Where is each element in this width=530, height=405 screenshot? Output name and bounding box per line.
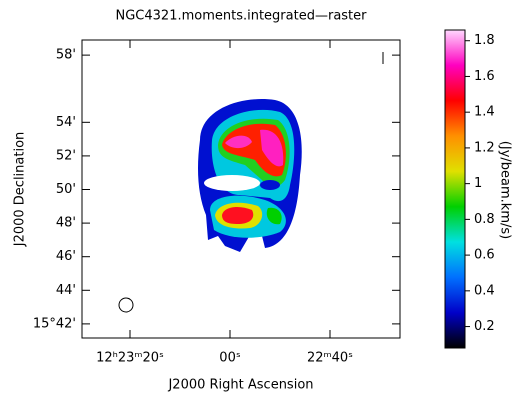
colorbar-tick-label: 0.4	[474, 283, 495, 298]
x-tick-label: 00ˢ	[219, 351, 241, 366]
galaxy-image	[198, 99, 302, 253]
x-tick-label: 22ᵐ40ˢ	[307, 351, 353, 366]
beam	[118, 297, 134, 313]
colorbar-label: (Jy/beam.km/s)	[498, 141, 513, 239]
y-tick-label: 48'	[56, 216, 76, 231]
colorbar-tick-label: 0.8	[474, 212, 495, 227]
y-axis-label: J2000 Declination	[13, 132, 28, 248]
y-tick-label: 50'	[56, 182, 76, 197]
colorbar-tick-label: 0.2	[474, 319, 495, 334]
y-tick-label: 58'	[56, 48, 76, 63]
x-axis-label: J2000 Right Ascension	[167, 378, 313, 393]
plot-frame	[81, 39, 401, 339]
y-tick-label: 44'	[56, 283, 76, 298]
colorbar-tick-label: 1	[474, 176, 482, 191]
y-tick-label: 54'	[56, 115, 76, 130]
colorbar-tick-label: 1.6	[474, 69, 495, 84]
y-tick-label: 15°42'	[33, 316, 76, 331]
chart-title: NGC4321.moments.integrated—raster	[116, 9, 368, 24]
colorbar-tick-label: 1.8	[474, 33, 495, 48]
y-tick-label: 46'	[56, 249, 76, 264]
colorbar-tick-label: 1.4	[474, 105, 495, 120]
colorbar-tick-label: 0.6	[474, 248, 495, 263]
y-tick-label: 52'	[56, 148, 76, 163]
x-tick-label: 12ʰ23ᵐ20ˢ	[96, 351, 164, 366]
colorbar-tick-label: 1.2	[474, 140, 495, 155]
colorbar	[444, 29, 466, 349]
